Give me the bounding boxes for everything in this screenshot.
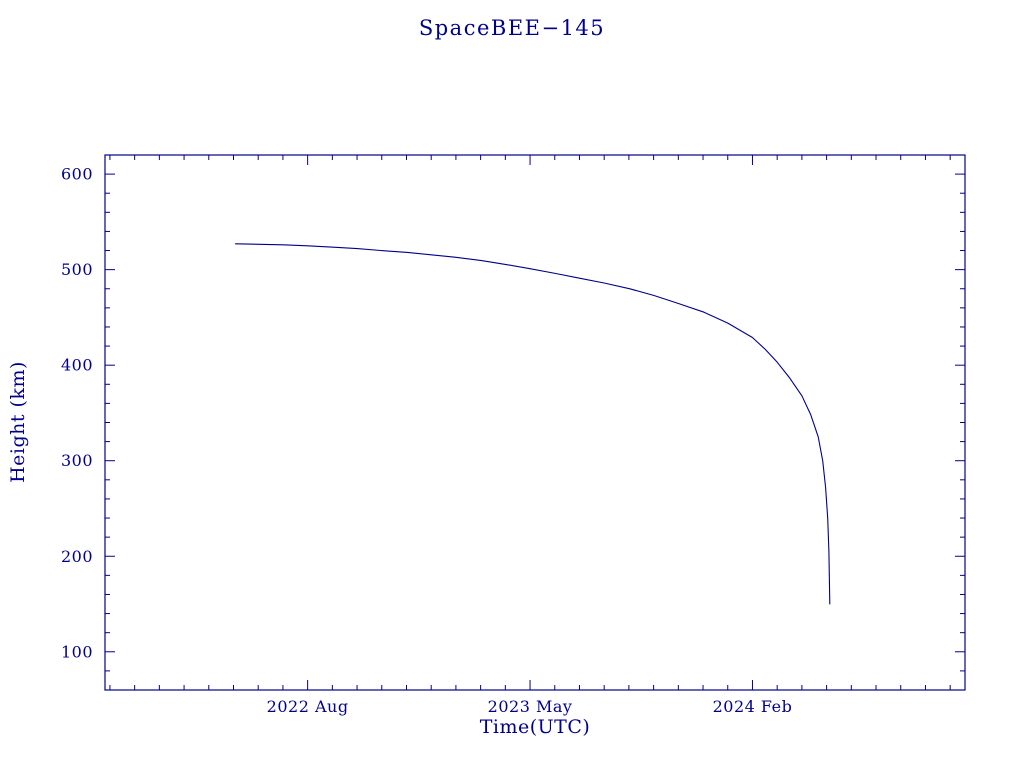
y-tick-label: 600 (61, 165, 93, 184)
plot-frame (104, 154, 966, 691)
x-axis-label: Time(UTC) (479, 716, 591, 738)
y-axis-ticks (105, 173, 965, 672)
x-tick-label: 2022 Aug (267, 697, 349, 716)
x-axis-ticks (109, 155, 951, 690)
y-tick-label: 400 (61, 356, 93, 375)
x-tick-labels: 2022 Aug 2023 May 2024 Feb (267, 697, 793, 716)
y-axis-label: Height (km) (7, 361, 29, 483)
x-tick-label: 2023 May (488, 697, 573, 716)
decay-curve (234, 243, 831, 605)
y-tick-label: 500 (61, 260, 93, 279)
y-tick-label: 300 (61, 451, 93, 470)
chart-title: SpaceBEE−145 (418, 16, 606, 40)
y-tick-label: 100 (61, 642, 93, 661)
x-tick-label: 2024 Feb (713, 697, 793, 716)
y-tick-labels: 100 200 300 400 500 600 (61, 165, 93, 662)
y-tick-label: 200 (61, 547, 93, 566)
